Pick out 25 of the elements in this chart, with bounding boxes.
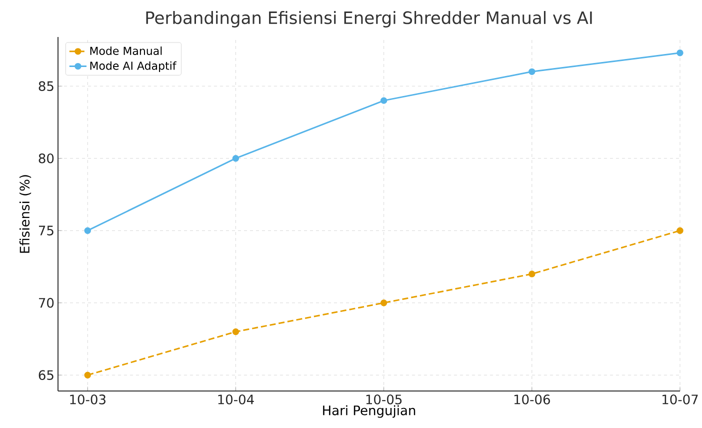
legend-label: Mode AI Adaptif <box>90 61 176 72</box>
point <box>528 270 536 278</box>
x-tick-label: 10-04 <box>218 394 254 404</box>
point <box>84 372 91 378</box>
point <box>380 97 388 104</box>
x-axis-title: Hari Pengujian <box>323 405 416 418</box>
point <box>232 328 240 336</box>
y-tick-label: 65 <box>38 370 54 380</box>
y-tick-label: 70 <box>39 298 54 308</box>
y-tick-label: 85 <box>38 81 54 92</box>
x-tick-label: 10-07 <box>662 394 698 404</box>
y-tick-label: 80 <box>38 153 54 164</box>
point <box>84 227 91 234</box>
point <box>380 300 388 306</box>
x-tick-label: 10-06 <box>514 394 550 404</box>
y-axis-title: Efisiensi (%) <box>19 175 32 253</box>
point <box>676 50 684 56</box>
y-tick-label: 75 <box>39 226 54 236</box>
chart-title: Perbandingan Efisiensi Energi Shredder Manual vs AI <box>146 11 592 28</box>
x-tick-label: 10-03 <box>70 394 106 404</box>
point <box>676 227 684 234</box>
point <box>232 155 240 162</box>
x-tick-label: 10-05 <box>366 394 402 404</box>
legend-label: Mode Manual <box>90 46 162 56</box>
point <box>528 68 536 76</box>
